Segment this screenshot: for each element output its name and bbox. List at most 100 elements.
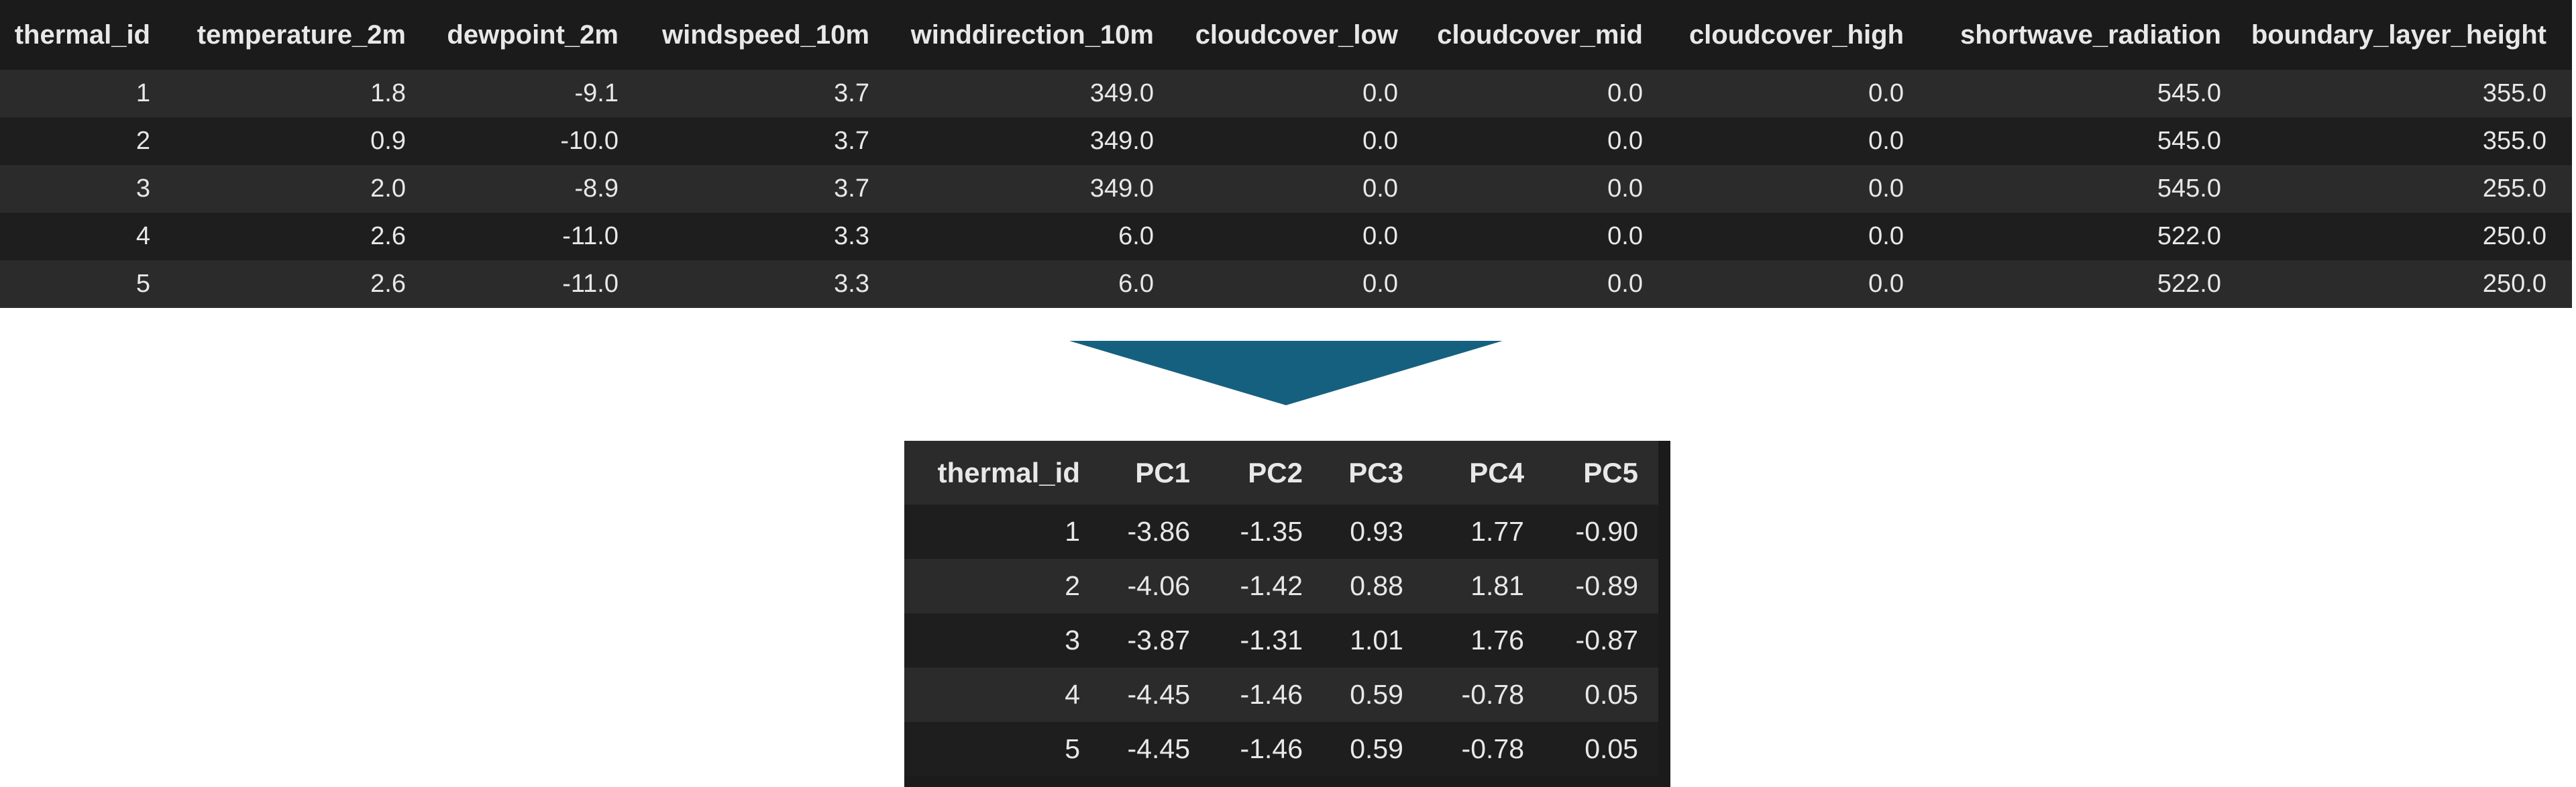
- table-cell: 4: [136, 222, 150, 250]
- table-cell: 0.0: [1362, 127, 1398, 155]
- table-cell: 0.0: [1607, 270, 1643, 298]
- table-cell: 0.0: [1868, 222, 1904, 250]
- table-cell: 545.0: [2157, 127, 2221, 155]
- column-header-pc4[interactable]: PC4: [1424, 441, 1544, 505]
- table-cell: -1.46: [1240, 733, 1303, 764]
- table-cell: -8.9: [574, 174, 619, 203]
- features-table-header: thermal_id temperature_2m dewpoint_2m wi…: [0, 0, 2572, 70]
- table-cell: 0.0: [1362, 222, 1398, 250]
- table-cell: 3.3: [834, 222, 869, 250]
- table-cell: -0.78: [1461, 679, 1524, 710]
- table-cell: 1.76: [1470, 625, 1524, 655]
- table-cell: 2: [136, 127, 150, 155]
- table-cell: 1: [1065, 516, 1080, 547]
- table-cell: 0.0: [1362, 174, 1398, 203]
- table-cell: 6.0: [1118, 270, 1154, 298]
- features-dataframe: thermal_id temperature_2m dewpoint_2m wi…: [0, 0, 2572, 308]
- table-cell: 0.59: [1350, 733, 1403, 764]
- table-cell: 545.0: [2157, 79, 2221, 107]
- table-cell: 349.0: [1089, 127, 1154, 155]
- table-cell: 250.0: [2482, 222, 2546, 250]
- table-row: 4 2.6 -11.0 3.3 6.0 0.0 0.0 0.0 522.0 25…: [0, 213, 2572, 260]
- column-header-cloudcover-mid[interactable]: cloudcover_mid: [1424, 0, 1668, 70]
- pca-table-header: thermal_id PC1 PC2 PC3 PC4 PC5: [904, 441, 1658, 505]
- table-row: 4 -4.45 -1.46 0.59 -0.78 0.05: [904, 668, 1658, 722]
- table-cell: 0.93: [1350, 516, 1403, 547]
- table-cell: -4.45: [1127, 733, 1190, 764]
- table-cell: 3.3: [834, 270, 869, 298]
- table-cell: 1.01: [1350, 625, 1403, 655]
- header-row: thermal_id PC1 PC2 PC3 PC4 PC5: [904, 441, 1658, 505]
- table-cell: 0.0: [1868, 174, 1904, 203]
- table-cell: 522.0: [2157, 222, 2221, 250]
- table-cell: 3.7: [834, 79, 869, 107]
- table-cell: 545.0: [2157, 174, 2221, 203]
- pca-table: thermal_id PC1 PC2 PC3 PC4 PC5 1 -3.86 -…: [904, 441, 1658, 776]
- table-cell: 355.0: [2482, 79, 2546, 107]
- column-header-pc1[interactable]: PC1: [1100, 441, 1210, 505]
- table-cell: 1.77: [1470, 516, 1524, 547]
- table-cell: -1.46: [1240, 679, 1303, 710]
- table-cell: 0.0: [1607, 174, 1643, 203]
- table-cell: 0.0: [1868, 79, 1904, 107]
- table-cell: -9.1: [574, 79, 619, 107]
- table-cell: 1.81: [1470, 570, 1524, 601]
- table-cell: 2: [1065, 570, 1080, 601]
- column-header-pc5[interactable]: PC5: [1544, 441, 1658, 505]
- table-row: 3 -3.87 -1.31 1.01 1.76 -0.87: [904, 613, 1658, 668]
- table-cell: 3: [136, 174, 150, 203]
- table-cell: 2.0: [370, 174, 406, 203]
- table-cell: -0.89: [1575, 570, 1638, 601]
- column-header-pc2[interactable]: PC2: [1210, 441, 1323, 505]
- table-cell: -10.0: [560, 127, 619, 155]
- table-cell: 0.0: [1607, 222, 1643, 250]
- table-cell: 0.0: [1607, 79, 1643, 107]
- column-header-windspeed-10m[interactable]: windspeed_10m: [644, 0, 895, 70]
- table-cell: 0.9: [370, 127, 406, 155]
- column-header-cloudcover-low[interactable]: cloudcover_low: [1179, 0, 1424, 70]
- table-row: 5 -4.45 -1.46 0.59 -0.78 0.05: [904, 722, 1658, 776]
- table-cell: 0.0: [1607, 127, 1643, 155]
- column-header-thermal-id[interactable]: thermal_id: [0, 0, 176, 70]
- column-header-dewpoint-2m[interactable]: dewpoint_2m: [431, 0, 644, 70]
- table-cell: -1.31: [1240, 625, 1303, 655]
- features-table-body: 1 1.8 -9.1 3.7 349.0 0.0 0.0 0.0 545.0 3…: [0, 70, 2572, 308]
- column-header-winddirection-10m[interactable]: winddirection_10m: [895, 0, 1179, 70]
- column-header-pc3[interactable]: PC3: [1323, 441, 1424, 505]
- table-cell: 1.8: [370, 79, 406, 107]
- table-row: 1 -3.86 -1.35 0.93 1.77 -0.90: [904, 505, 1658, 559]
- table-cell: 4: [1065, 679, 1080, 710]
- table-cell: -0.78: [1461, 733, 1524, 764]
- table-cell: 0.59: [1350, 679, 1403, 710]
- table-cell: 2.6: [370, 270, 406, 298]
- table-cell: 3.7: [834, 127, 869, 155]
- table-row: 2 0.9 -10.0 3.7 349.0 0.0 0.0 0.0 545.0 …: [0, 117, 2572, 165]
- column-header-cloudcover-high[interactable]: cloudcover_high: [1668, 0, 1929, 70]
- table-cell: 255.0: [2482, 174, 2546, 203]
- column-header-shortwave-radiation[interactable]: shortwave_radiation: [1929, 0, 2247, 70]
- column-header-thermal-id[interactable]: thermal_id: [904, 441, 1100, 505]
- table-cell: 0.0: [1868, 270, 1904, 298]
- table-cell: -4.45: [1127, 679, 1190, 710]
- table-cell: 2.6: [370, 222, 406, 250]
- table-cell: -1.42: [1240, 570, 1303, 601]
- table-cell: 1: [136, 79, 150, 107]
- table-cell: 0.0: [1362, 270, 1398, 298]
- table-row: 5 2.6 -11.0 3.3 6.0 0.0 0.0 0.0 522.0 25…: [0, 260, 2572, 308]
- column-header-temperature-2m[interactable]: temperature_2m: [176, 0, 431, 70]
- table-cell: -11.0: [562, 270, 619, 298]
- table-cell: -11.0: [562, 222, 619, 250]
- table-row: 1 1.8 -9.1 3.7 349.0 0.0 0.0 0.0 545.0 3…: [0, 70, 2572, 117]
- table-row: 3 2.0 -8.9 3.7 349.0 0.0 0.0 0.0 545.0 2…: [0, 165, 2572, 213]
- table-cell: 5: [1065, 733, 1080, 764]
- header-row: thermal_id temperature_2m dewpoint_2m wi…: [0, 0, 2572, 70]
- table-cell: -0.87: [1575, 625, 1638, 655]
- table-cell: 0.05: [1585, 733, 1638, 764]
- arrow-shape: [1069, 341, 1503, 405]
- table-cell: 250.0: [2482, 270, 2546, 298]
- column-header-boundary-layer-height[interactable]: boundary_layer_height: [2247, 0, 2572, 70]
- table-cell: 5: [136, 270, 150, 298]
- table-cell: 0.0: [1362, 79, 1398, 107]
- table-cell: 522.0: [2157, 270, 2221, 298]
